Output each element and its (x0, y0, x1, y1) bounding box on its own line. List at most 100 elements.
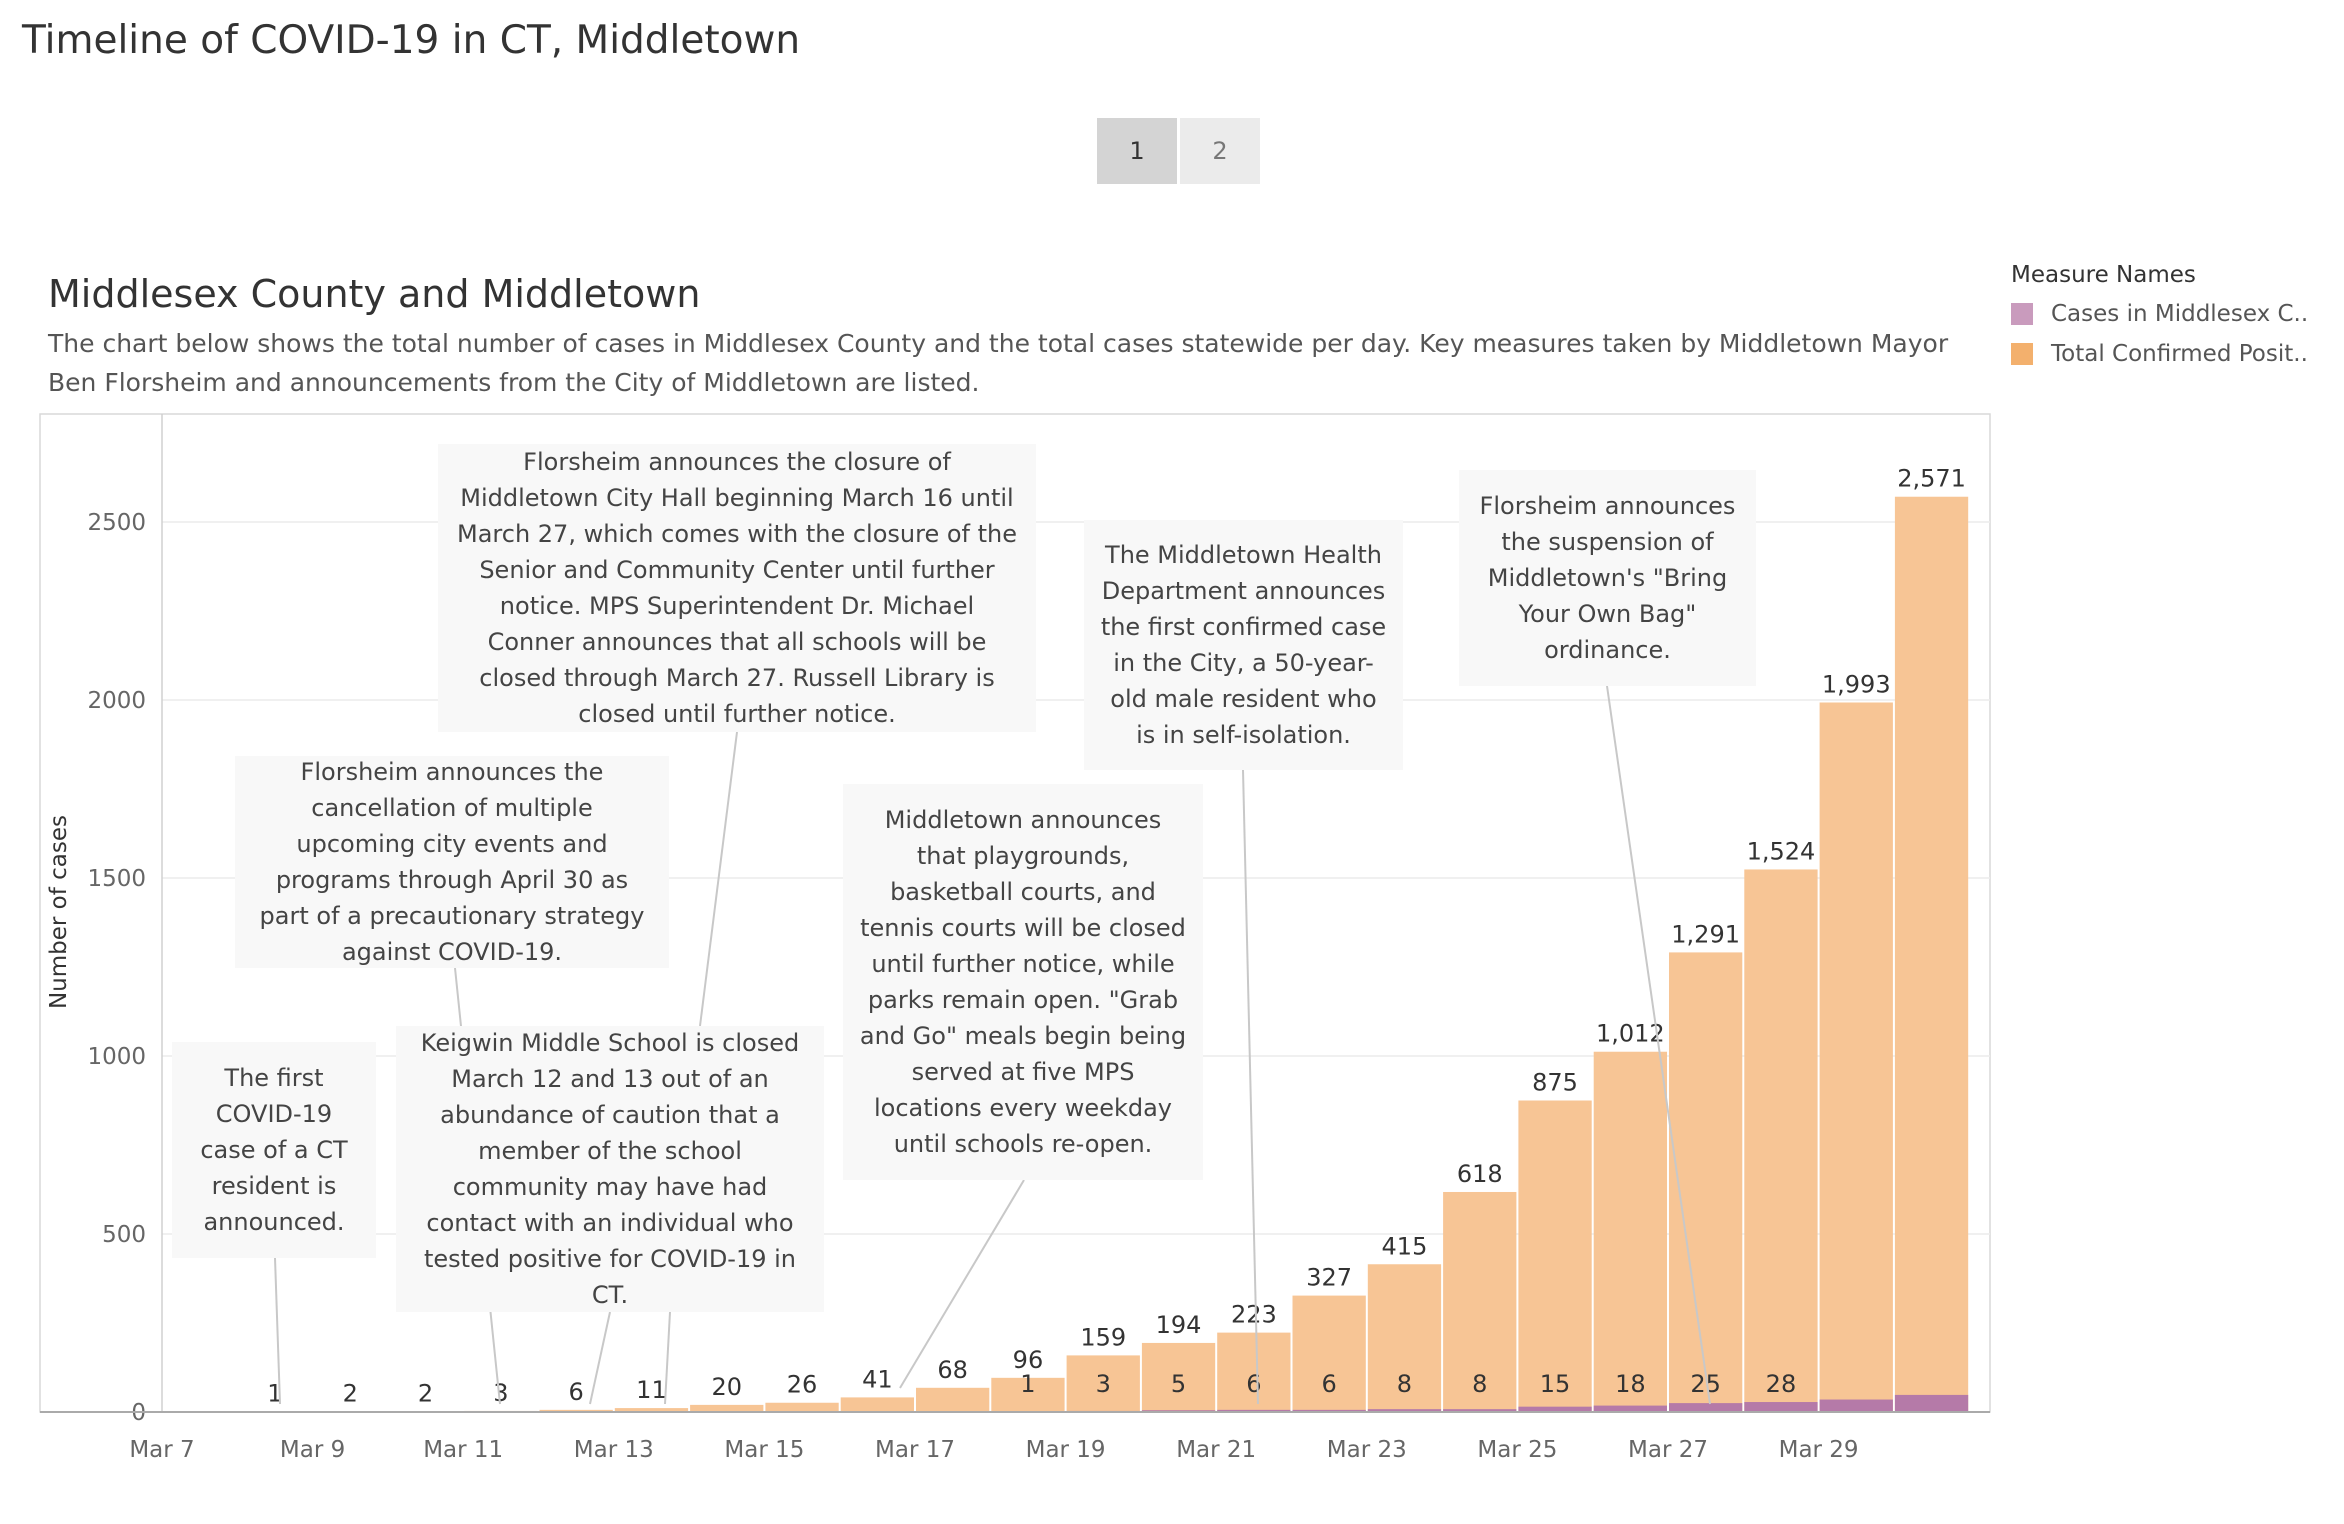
bar-middlesex-mar-21 (1217, 1409, 1291, 1412)
data-label-total: 2 (343, 1379, 358, 1407)
x-tick-label: Mar 23 (1327, 1437, 1407, 1463)
x-tick-label: Mar 15 (724, 1437, 804, 1463)
data-label-total: 618 (1457, 1160, 1503, 1188)
bar-total-mar-18 (991, 1377, 1065, 1412)
x-tick-label: Mar 11 (423, 1437, 503, 1463)
x-tick-label: Mar 9 (280, 1437, 345, 1463)
y-tick-label: 1500 (87, 866, 146, 892)
bar-total-mar-28 (1744, 869, 1818, 1412)
bar-total-mar-15 (765, 1402, 839, 1412)
bar-middlesex-mar-28 (1744, 1402, 1818, 1412)
page-title: Timeline of COVID-19 in CT, Middletown (22, 18, 801, 63)
data-label-middlesex: 1 (1020, 1370, 1035, 1398)
annotation-city-hall-closed: Florsheim announces the closure of Middl… (438, 444, 1036, 732)
bar-total-mar-13 (614, 1408, 689, 1412)
bar-total-mar-17 (916, 1387, 990, 1412)
legend-label-middlesex: Cases in Middlesex C.. (2051, 301, 2309, 327)
section-title: Middlesex County and Middletown (48, 272, 701, 316)
annotation-leader-line (699, 731, 738, 1027)
legend-swatch-middlesex (2011, 303, 2033, 325)
annotation-bag-ordinance: Florsheim announces the suspension of Mi… (1459, 470, 1756, 686)
data-label-total: 327 (1306, 1264, 1352, 1292)
data-label-total: 11 (636, 1376, 667, 1404)
y-tick-label: 500 (102, 1222, 146, 1248)
annotation-playgrounds-closed: Middletown announces that playgrounds, b… (843, 784, 1203, 1180)
data-label-total: 68 (937, 1356, 968, 1384)
bar-total-mar-19 (1066, 1355, 1140, 1412)
x-tick-label: Mar 29 (1779, 1437, 1859, 1463)
data-label-total: 875 (1532, 1069, 1578, 1097)
annotation-leader-line (1242, 769, 1259, 1405)
bar-total-mar-29 (1819, 702, 1893, 1412)
data-label-total: 6 (569, 1378, 584, 1406)
bar-total-mar-24 (1443, 1191, 1517, 1412)
x-tick-label: Mar 13 (574, 1437, 654, 1463)
story-tabs: 1 2 (1097, 118, 1263, 184)
bar-middlesex-mar-23 (1367, 1409, 1442, 1412)
data-label-total: 223 (1231, 1301, 1277, 1329)
data-label-middlesex: 15 (1540, 1370, 1571, 1398)
data-label-middlesex: 8 (1472, 1370, 1487, 1398)
annotation-first-city-case: The Middletown Health Department announc… (1084, 520, 1403, 770)
legend-label-total-confirmed: Total Confirmed Posit.. (2051, 341, 2308, 367)
data-label-total: 2 (418, 1379, 433, 1407)
tab-1[interactable]: 1 (1097, 118, 1177, 184)
data-label-total: 1,291 (1671, 920, 1740, 948)
data-label-total: 26 (787, 1371, 818, 1399)
data-label-total: 159 (1080, 1323, 1126, 1351)
data-label-middlesex: 28 (1766, 1370, 1797, 1398)
data-label-middlesex: 18 (1615, 1370, 1646, 1398)
bar-total-mar-21 (1217, 1332, 1291, 1412)
bar-total-mar-26 (1593, 1051, 1667, 1412)
annotation-leader-line (1606, 685, 1711, 1405)
legend-title: Measure Names (2011, 262, 2196, 288)
bar-total-mar-20 (1141, 1342, 1216, 1412)
chart-description: The chart below shows the total number o… (48, 329, 1949, 397)
annotation-leader-line (899, 1179, 1025, 1389)
y-tick-label: 2500 (87, 510, 146, 536)
bar-middlesex-mar-30 (1894, 1394, 1969, 1412)
legend-swatch-total-confirmed (2011, 343, 2033, 365)
bar-middlesex-mar-22 (1292, 1409, 1366, 1412)
legend-item-total-confirmed[interactable]: Total Confirmed Posit.. (2011, 334, 2331, 374)
bar-middlesex-mar-29 (1819, 1399, 1893, 1412)
data-label-total: 1,993 (1822, 670, 1891, 698)
bar-total-mar-22 (1292, 1295, 1366, 1412)
annotation-leader-line (589, 1311, 611, 1405)
bar-middlesex-mar-26 (1593, 1405, 1667, 1412)
y-tick-label: 1000 (87, 1044, 146, 1070)
data-label-total: 96 (1013, 1346, 1044, 1374)
data-label-total: 194 (1156, 1311, 1202, 1339)
bar-middlesex-mar-27 (1669, 1403, 1743, 1412)
x-tick-label: Mar 7 (129, 1437, 194, 1463)
annotation-keigwin-closed: Keigwin Middle School is closed March 12… (396, 1026, 824, 1312)
x-tick-label: Mar 19 (1026, 1437, 1106, 1463)
data-label-middlesex: 6 (1246, 1370, 1261, 1398)
y-tick-label: 2000 (87, 688, 146, 714)
data-label-middlesex: 5 (1171, 1370, 1186, 1398)
bar-total-mar-14 (690, 1404, 764, 1412)
y-axis-title: Number of cases (46, 814, 72, 1010)
x-tick-label: Mar 17 (875, 1437, 955, 1463)
data-label-total: 2,571 (1897, 465, 1966, 493)
bar-total-mar-25 (1518, 1100, 1592, 1412)
data-label-middlesex: 8 (1397, 1370, 1412, 1398)
data-label-total: 1,524 (1747, 837, 1816, 865)
bar-total-mar-23 (1367, 1264, 1442, 1412)
data-label-middlesex: 6 (1322, 1370, 1337, 1398)
bar-middlesex-mar-25 (1518, 1406, 1592, 1412)
annotation-first-case: The first COVID-19 case of a CT resident… (172, 1042, 376, 1258)
bar-total-mar-12 (539, 1409, 613, 1412)
x-tick-label: Mar 21 (1176, 1437, 1256, 1463)
data-label-total: 20 (711, 1373, 742, 1401)
bar-total-mar-30 (1894, 496, 1969, 1412)
legend: Measure Names Cases in Middlesex C.. Tot… (2011, 262, 2331, 374)
annotation-events-cancelled: Florsheim announces the cancellation of … (235, 756, 669, 968)
legend-item-middlesex[interactable]: Cases in Middlesex C.. (2011, 294, 2331, 334)
x-tick-label: Mar 27 (1628, 1437, 1708, 1463)
data-label-middlesex: 3 (1096, 1370, 1111, 1398)
annotation-leader-line (274, 1257, 281, 1405)
tab-2[interactable]: 2 (1180, 118, 1260, 184)
x-tick-label: Mar 25 (1477, 1437, 1557, 1463)
